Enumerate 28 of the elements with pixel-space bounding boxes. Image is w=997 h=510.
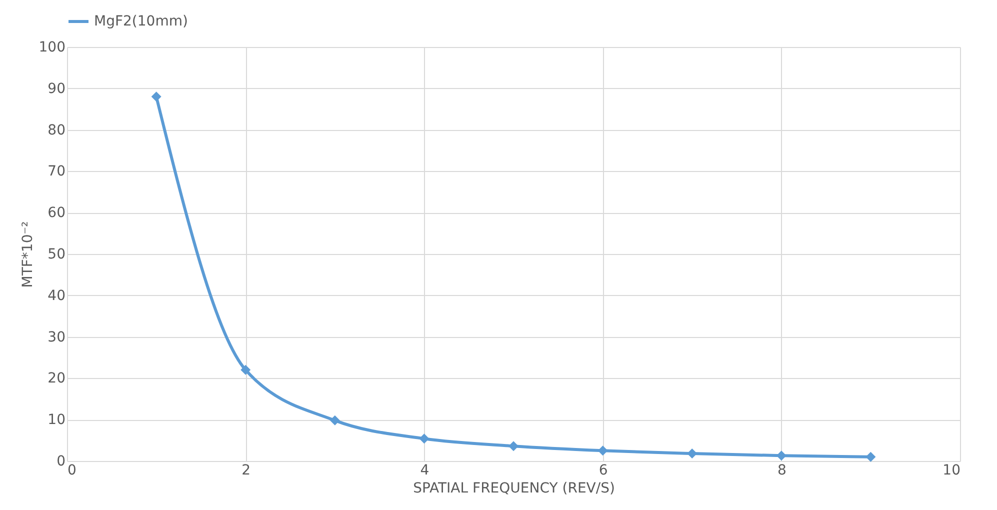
point [508,441,518,452]
x-tick-label: 2 [242,462,251,478]
x-tick-label: 4 [420,462,430,478]
point [330,415,340,426]
y-tick-label: 30 [48,329,66,346]
point [419,434,430,444]
y-tick-label: 90 [48,80,66,97]
y-axis-title: MTF*10⁻² [20,221,36,288]
y-tick-label: 10 [48,412,66,428]
y-tick-label: 20 [48,370,66,387]
y-tick-label: 60 [48,205,66,222]
legend-label: MgF2(10mm) [94,14,188,30]
y-tick-label: 50 [48,246,66,262]
point [151,92,162,102]
y-tick-label: 70 [48,164,66,180]
point [866,452,876,462]
y-tick-label: 80 [48,122,66,138]
point [687,448,698,459]
point [598,446,608,456]
point [240,364,251,375]
y-tick-label: 100 [38,40,66,56]
x-tick-label: 8 [777,462,786,478]
x-tick-label: 10 [942,462,960,478]
x-tick-label: 0 [68,462,76,478]
x-tick-label: 6 [598,462,608,478]
y-tick-label: 40 [48,288,66,304]
point [776,450,786,461]
x-axis-title: SPATIAL FREQUENCY (REV/S) [413,480,615,496]
